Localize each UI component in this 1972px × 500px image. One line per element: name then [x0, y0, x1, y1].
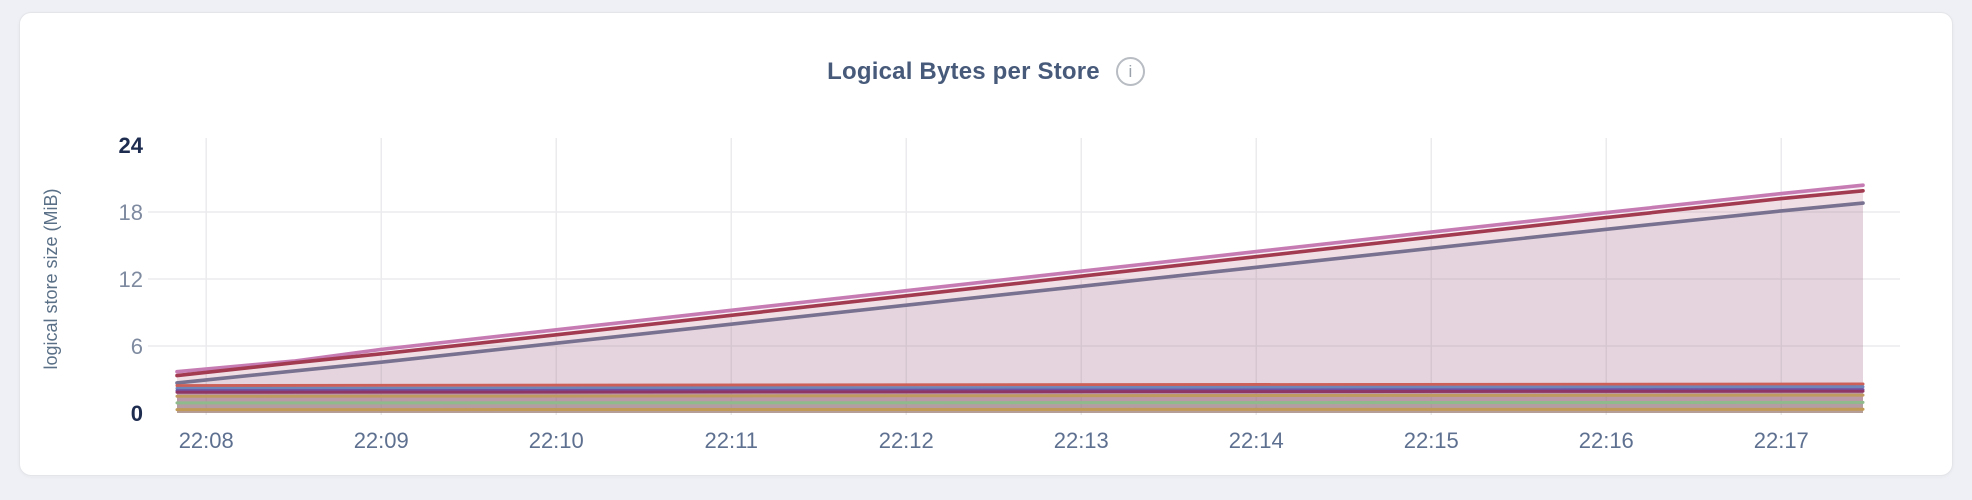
- y-tick-label: 18: [119, 200, 143, 225]
- x-tick-label: 22:10: [529, 428, 584, 453]
- x-tick-label: 22:15: [1404, 428, 1459, 453]
- series-line-pink: [175, 183, 1865, 374]
- x-tick-label: 22:11: [705, 428, 758, 453]
- x-tick-label: 22:16: [1579, 428, 1634, 453]
- chart-title: Logical Bytes per Store: [827, 57, 1100, 85]
- chart-card: Logical Bytes per Store i: [19, 12, 1953, 476]
- x-tick-label: 22:14: [1229, 428, 1284, 453]
- series-line-violet: [175, 388, 1865, 393]
- series-area-slate: [177, 203, 1863, 413]
- x-tick-label: 22:17: [1754, 428, 1809, 453]
- series-line-tan: [175, 393, 1865, 398]
- series-line-green: [175, 400, 1865, 405]
- y-tick-label: 12: [119, 267, 143, 292]
- series-line-crimson: [175, 189, 1865, 378]
- x-tick-label: 22:09: [354, 428, 409, 453]
- series-line-slate: [175, 201, 1865, 385]
- series-area-pink: [177, 185, 1863, 413]
- series-line-blue: [175, 385, 1865, 390]
- x-tick-label: 22:12: [879, 428, 934, 453]
- chart-header: Logical Bytes per Store i: [20, 57, 1952, 86]
- info-icon[interactable]: i: [1115, 57, 1145, 86]
- y-tick-label: 0: [131, 401, 143, 426]
- y-axis-label: logical store size (MiB): [41, 188, 61, 369]
- series-line-plum: [175, 389, 1865, 394]
- y-tick-label: 6: [131, 334, 143, 359]
- y-tick-label: 24: [119, 133, 144, 158]
- series-line-salmon: [175, 382, 1865, 388]
- x-tick-label: 22:13: [1054, 428, 1109, 453]
- x-tick-label: 22:08: [179, 428, 234, 453]
